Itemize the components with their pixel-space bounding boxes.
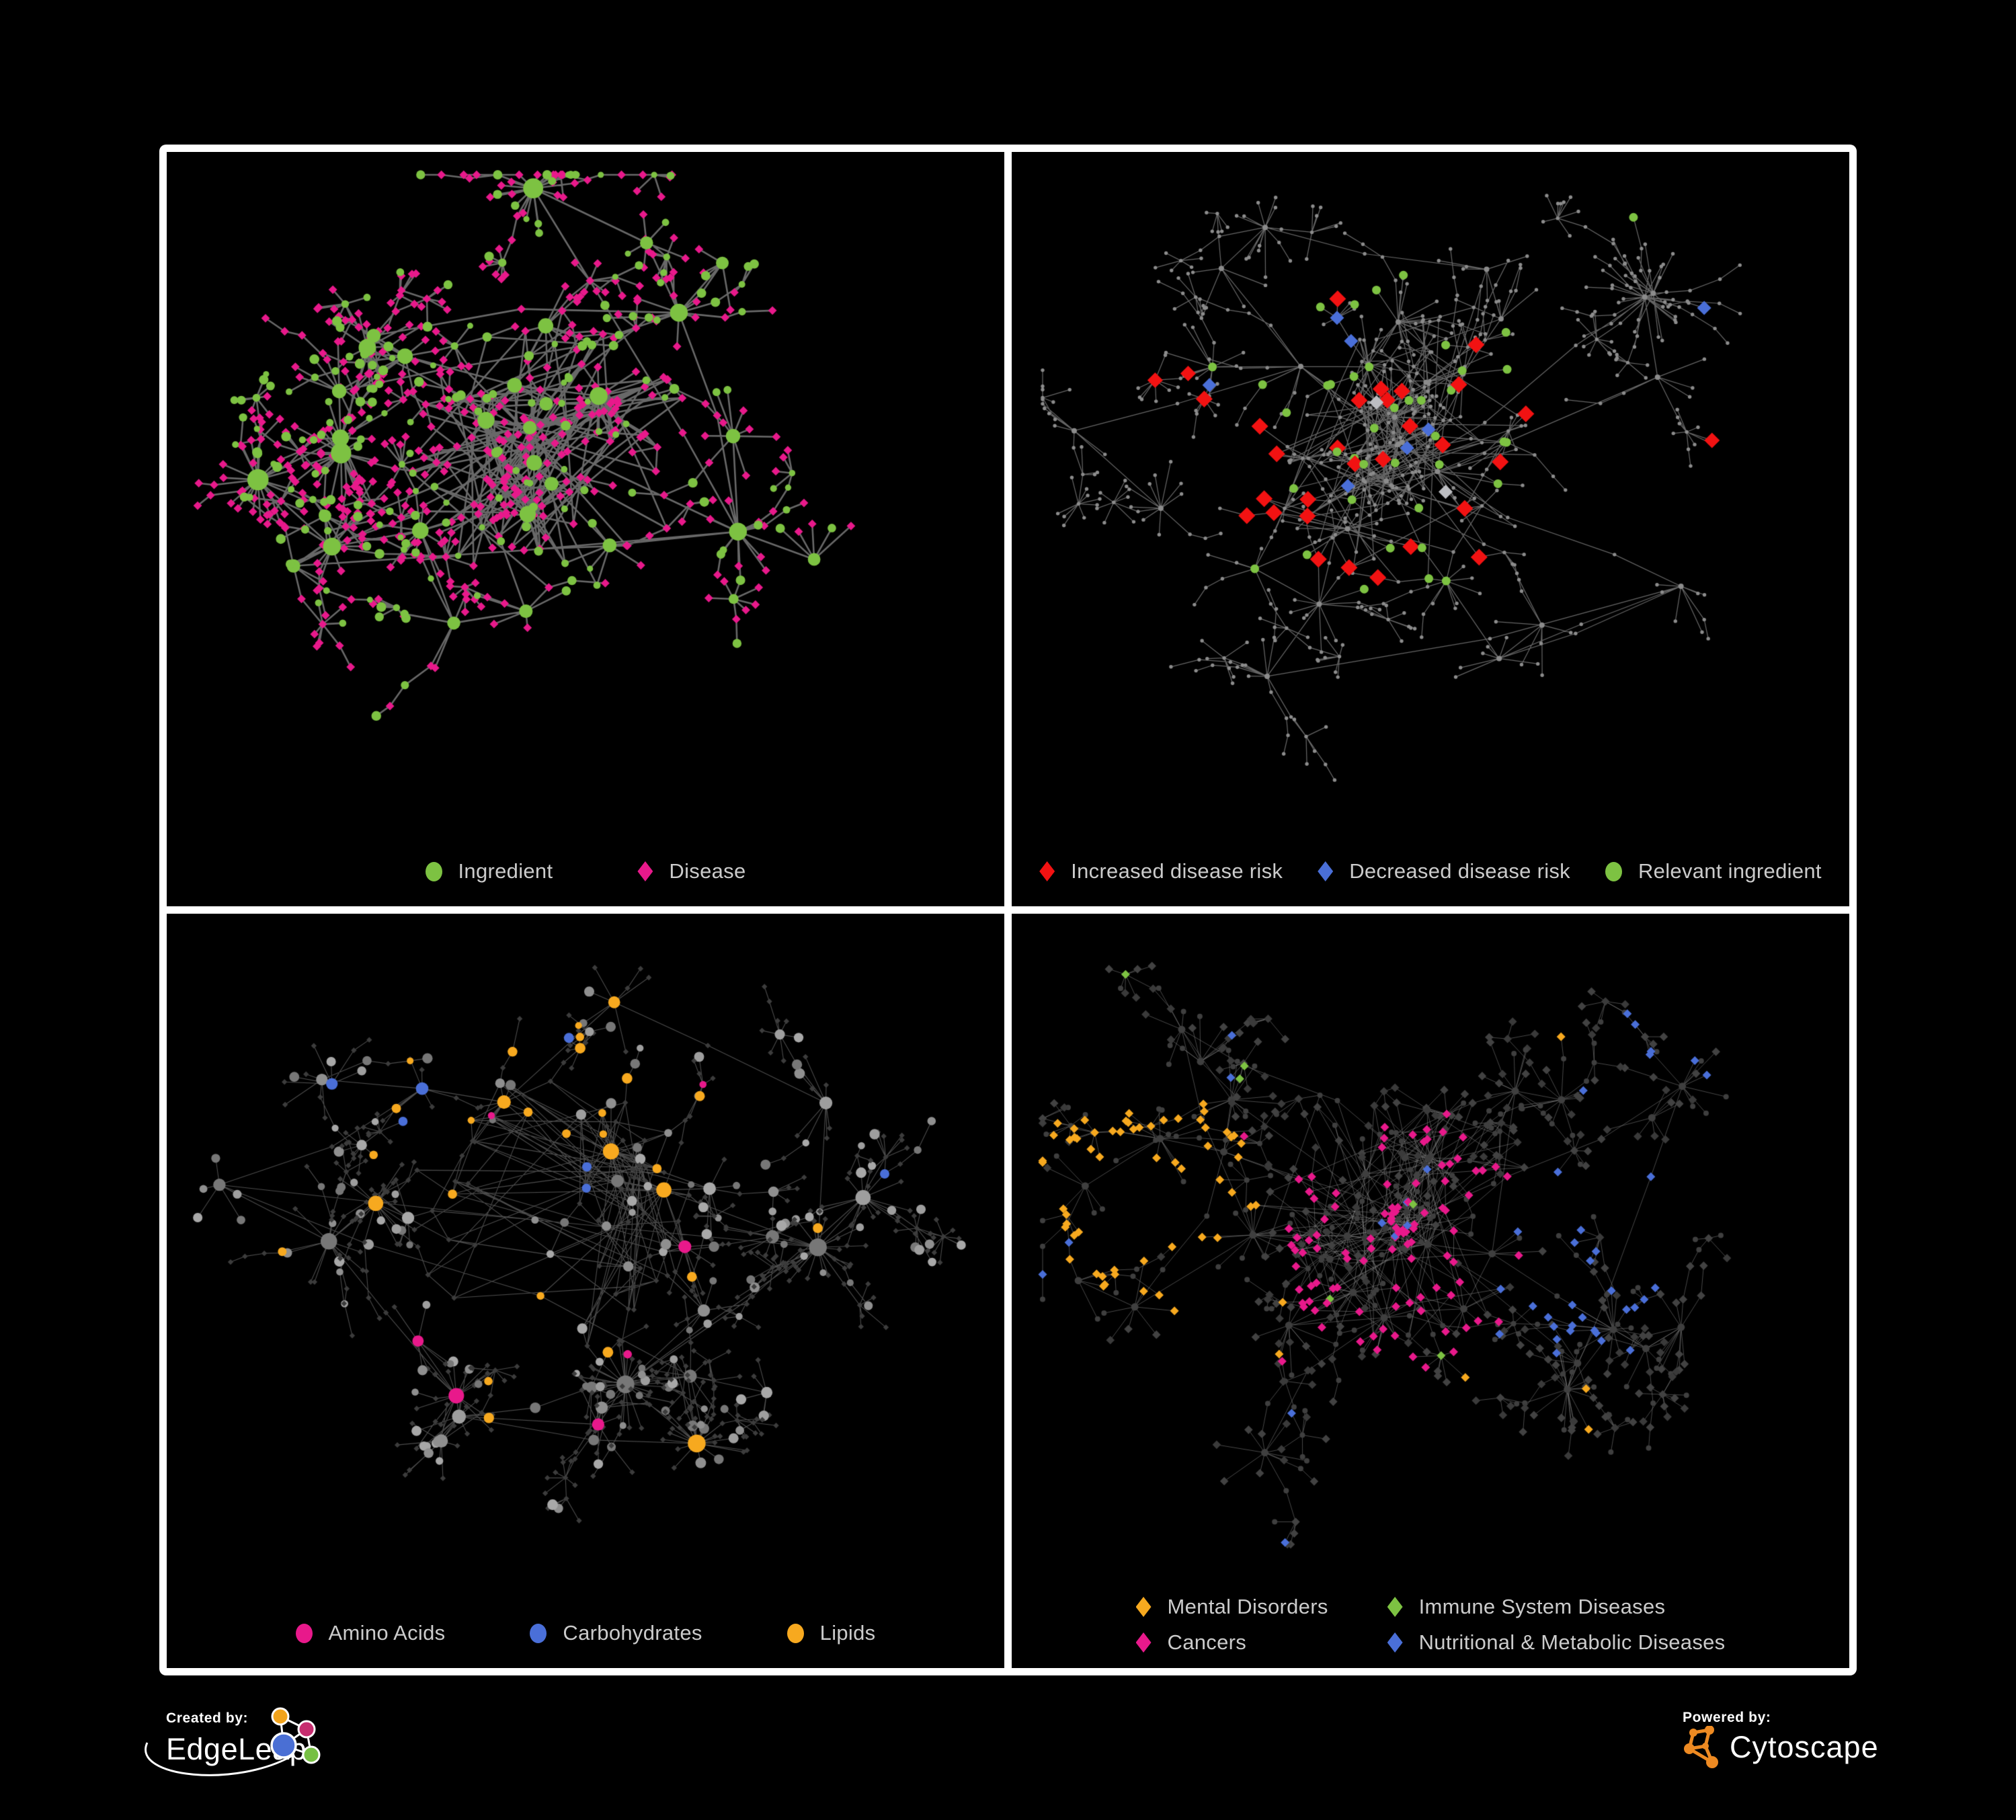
legend-item: Disease [637,859,745,883]
ingredient-circle-icon [425,861,442,881]
legend-item: Ingredient [425,859,553,883]
legend-item-label: Mental Disorders [1167,1595,1328,1618]
created-by-label: Created by: [166,1710,249,1726]
legend-item-label: Lipids [819,1621,876,1645]
legend-item-label: Ingredient [458,859,553,883]
increased-risk-diamond-icon [1039,861,1055,881]
nutritional-metabolic-diamond-icon [1387,1632,1403,1653]
panel-disease-risk: Increased disease risk Decreased disease… [1012,152,1849,906]
legend-item: Carbohydrates [530,1621,702,1645]
mental-disorders-diamond-icon [1135,1597,1152,1617]
cytoscape-logo: Cytoscape [1683,1726,1879,1769]
cytoscape-wordmark: Cytoscape [1730,1730,1879,1764]
legend-item: Cancers [1135,1630,1328,1655]
amino-acids-circle-icon [295,1623,313,1643]
legend-disease-risk: Increased disease risk Decreased disease… [1012,859,1849,883]
legend-item-label: Disease [669,859,746,883]
cytoscape-icon [1684,1726,1718,1768]
legend-item-label: Nutritional & Metabolic Diseases [1418,1630,1726,1654]
legend-ingredient-disease: Ingredient Disease [167,859,1004,883]
panel-disease-categories: Mental Disorders Immune System Diseases … [1012,914,1849,1668]
legend-nutrient-classes: Amino Acids Carbohydrates Lipids [167,1621,1004,1645]
cancers-diamond-icon [1135,1632,1152,1653]
legend-item-label: Amino Acids [328,1621,446,1645]
lipids-circle-icon [787,1623,804,1643]
footer-powered-by: Powered by: [1683,1710,1771,1726]
disease-diamond-icon [637,861,653,881]
network-canvas-nutrient-classes [167,914,1004,1668]
legend-item: Increased disease risk [1039,859,1283,883]
legend-item: Decreased disease risk [1318,859,1570,883]
immune-system-diamond-icon [1387,1597,1403,1617]
legend-item-label: Increased disease risk [1071,859,1283,883]
footer-created-by: Created by: [166,1710,248,1727]
network-canvas-disease-categories [1012,914,1849,1668]
panel-grid: Ingredient Disease Increased disease ris… [159,145,1857,1675]
legend-item: Lipids [787,1621,876,1645]
carbohydrates-circle-icon [530,1623,547,1643]
decreased-risk-diamond-icon [1318,861,1334,881]
legend-item: Amino Acids [295,1621,446,1645]
legend-item: Mental Disorders [1135,1595,1328,1619]
powered-by-label: Powered by: [1683,1710,1771,1725]
legend-item-label: Decreased disease risk [1349,859,1570,883]
panel-nutrient-classes: Amino Acids Carbohydrates Lipids [167,914,1004,1668]
legend-item-label: Carbohydrates [563,1621,702,1645]
legend-item-label: Immune System Diseases [1418,1595,1666,1618]
network-canvas-ingredient-disease [167,152,1004,906]
network-canvas-disease-risk [1012,152,1849,906]
relevant-ingredient-circle-icon [1605,861,1622,881]
legend-item: Nutritional & Metabolic Diseases [1387,1630,1726,1655]
legend-disease-categories: Mental Disorders Immune System Diseases … [1012,1595,1849,1655]
legend-item-label: Relevant ingredient [1638,859,1822,883]
edgeleap-network-icon [145,1707,321,1776]
legend-item: Relevant ingredient [1605,859,1822,883]
legend-item: Immune System Diseases [1387,1595,1726,1619]
panel-ingredient-disease: Ingredient Disease [167,152,1004,906]
legend-item-label: Cancers [1167,1630,1247,1654]
